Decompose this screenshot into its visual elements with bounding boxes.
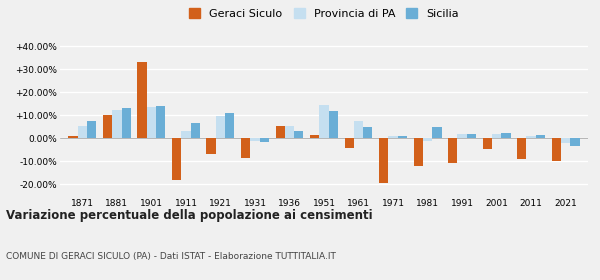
Bar xyxy=(112,109,122,138)
Bar xyxy=(423,138,432,141)
Bar xyxy=(137,62,147,138)
Bar xyxy=(216,116,225,138)
Bar xyxy=(68,136,78,138)
Bar xyxy=(344,138,354,148)
Bar xyxy=(501,133,511,138)
Bar xyxy=(250,138,260,141)
Bar xyxy=(103,115,112,138)
Bar xyxy=(492,134,501,138)
Bar xyxy=(172,138,181,180)
Bar xyxy=(457,134,467,138)
Bar xyxy=(285,126,294,138)
Bar xyxy=(78,126,87,138)
Bar xyxy=(379,138,388,183)
Bar xyxy=(87,121,97,138)
Bar xyxy=(448,138,457,163)
Bar xyxy=(517,138,526,159)
Bar xyxy=(363,127,373,138)
Bar xyxy=(551,138,561,161)
Bar xyxy=(294,131,304,138)
Bar xyxy=(467,134,476,138)
Bar xyxy=(561,138,570,143)
Bar xyxy=(413,138,423,166)
Bar xyxy=(329,111,338,138)
Bar xyxy=(388,136,398,138)
Bar xyxy=(122,108,131,138)
Bar xyxy=(225,113,235,138)
Bar xyxy=(156,106,166,138)
Bar xyxy=(191,123,200,138)
Bar xyxy=(275,126,285,138)
Bar xyxy=(432,127,442,138)
Text: COMUNE DI GERACI SICULO (PA) - Dati ISTAT - Elaborazione TUTTITALIA.IT: COMUNE DI GERACI SICULO (PA) - Dati ISTA… xyxy=(6,252,336,261)
Bar xyxy=(526,136,536,138)
Text: Variazione percentuale della popolazione ai censimenti: Variazione percentuale della popolazione… xyxy=(6,209,373,221)
Bar xyxy=(319,105,329,138)
Bar xyxy=(206,138,216,155)
Bar xyxy=(482,138,492,149)
Bar xyxy=(260,138,269,142)
Bar xyxy=(147,107,156,138)
Bar xyxy=(536,135,545,138)
Bar xyxy=(241,138,250,158)
Bar xyxy=(354,121,363,138)
Legend: Geraci Siculo, Provincia di PA, Sicilia: Geraci Siculo, Provincia di PA, Sicilia xyxy=(189,8,459,19)
Bar xyxy=(181,131,191,138)
Bar xyxy=(570,138,580,146)
Bar xyxy=(310,135,319,138)
Bar xyxy=(398,136,407,138)
